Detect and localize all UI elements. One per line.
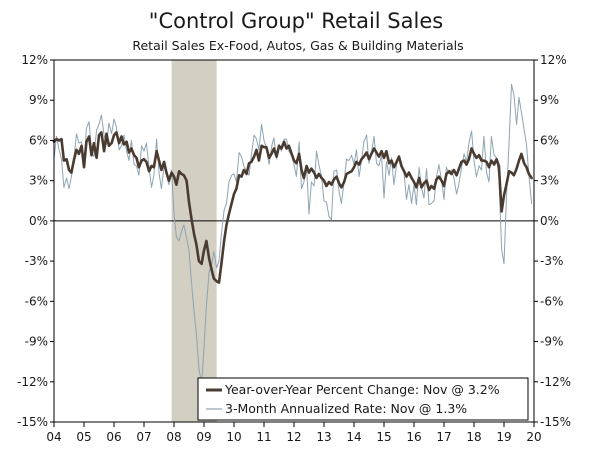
y-tick-label-right: 6% [540, 133, 559, 147]
x-tick-label: 08 [166, 430, 181, 444]
x-tick-label: 16 [406, 430, 421, 444]
x-tick-label: 07 [136, 430, 151, 444]
x-tick-label: 18 [466, 430, 481, 444]
recession-shading [171, 60, 217, 422]
y-tick-label-left: 12% [21, 53, 48, 67]
y-tick-label-left: 0% [29, 214, 48, 228]
y-tick-label-right: 12% [540, 53, 567, 67]
y-tick-label-left: 9% [29, 93, 48, 107]
x-tick-label: 06 [106, 430, 121, 444]
y-tick-label-left: -6% [25, 294, 48, 308]
x-tick-label: 15 [376, 430, 391, 444]
legend: Year-over-Year Percent Change: Nov @ 3.2… [197, 377, 529, 421]
y-tick-label-left: -12% [17, 375, 48, 389]
y-axis-left: 12% 9% 6% 3% 0% -3% -6% -9% -12% -15% [17, 53, 54, 429]
y-tick-label-right: 9% [540, 93, 559, 107]
y-tick-label-left: -9% [25, 335, 48, 349]
legend-box [197, 377, 529, 421]
series-layer [52, 83, 533, 385]
y-tick-label-right: -15% [540, 415, 571, 429]
x-tick-label: 05 [76, 430, 91, 444]
legend-label-yoy: Year-over-Year Percent Change: Nov @ 3.2… [224, 382, 500, 397]
series-line-3m-annualized [53, 83, 533, 385]
y-tick-label-right: -3% [540, 254, 563, 268]
x-tick-label: 19 [496, 430, 511, 444]
y-tick-label-left: 6% [29, 133, 48, 147]
y-tick-label-right: -12% [540, 375, 571, 389]
y-tick-label-right: 0% [540, 214, 559, 228]
x-tick-label: 11 [256, 430, 271, 444]
x-tick-label: 17 [436, 430, 451, 444]
y-tick-label-left: -15% [17, 415, 48, 429]
x-tick-label: 10 [226, 430, 241, 444]
x-tick-label: 12 [286, 430, 301, 444]
y-tick-label-left: -3% [25, 254, 48, 268]
y-tick-label-left: 3% [29, 174, 48, 188]
series-line-yoy [52, 131, 533, 284]
y-tick-label-right: -9% [540, 335, 563, 349]
x-tick-label: 14 [346, 430, 361, 444]
x-tick-label: 13 [316, 430, 331, 444]
y-tick-label-right: 3% [540, 174, 559, 188]
chart-title: "Control Group" Retail Sales [149, 9, 443, 33]
x-tick-label: 04 [46, 430, 61, 444]
y-tick-label-right: -6% [540, 294, 563, 308]
x-tick-label: 09 [196, 430, 211, 444]
x-axis: 04 05 06 07 08 09 10 11 12 13 14 15 16 17 18 19 20 [46, 422, 542, 444]
plot-frame [53, 59, 535, 423]
x-tick-label: 20 [526, 430, 541, 444]
legend-label-3m: 3-Month Annualized Rate: Nov @ 1.3% [225, 401, 467, 416]
chart-subtitle: Retail Sales Ex-Food, Autos, Gas & Build… [132, 38, 463, 53]
y-axis-right: 12% 9% 6% 3% 0% -3% -6% -9% -12% -15% [534, 53, 571, 429]
